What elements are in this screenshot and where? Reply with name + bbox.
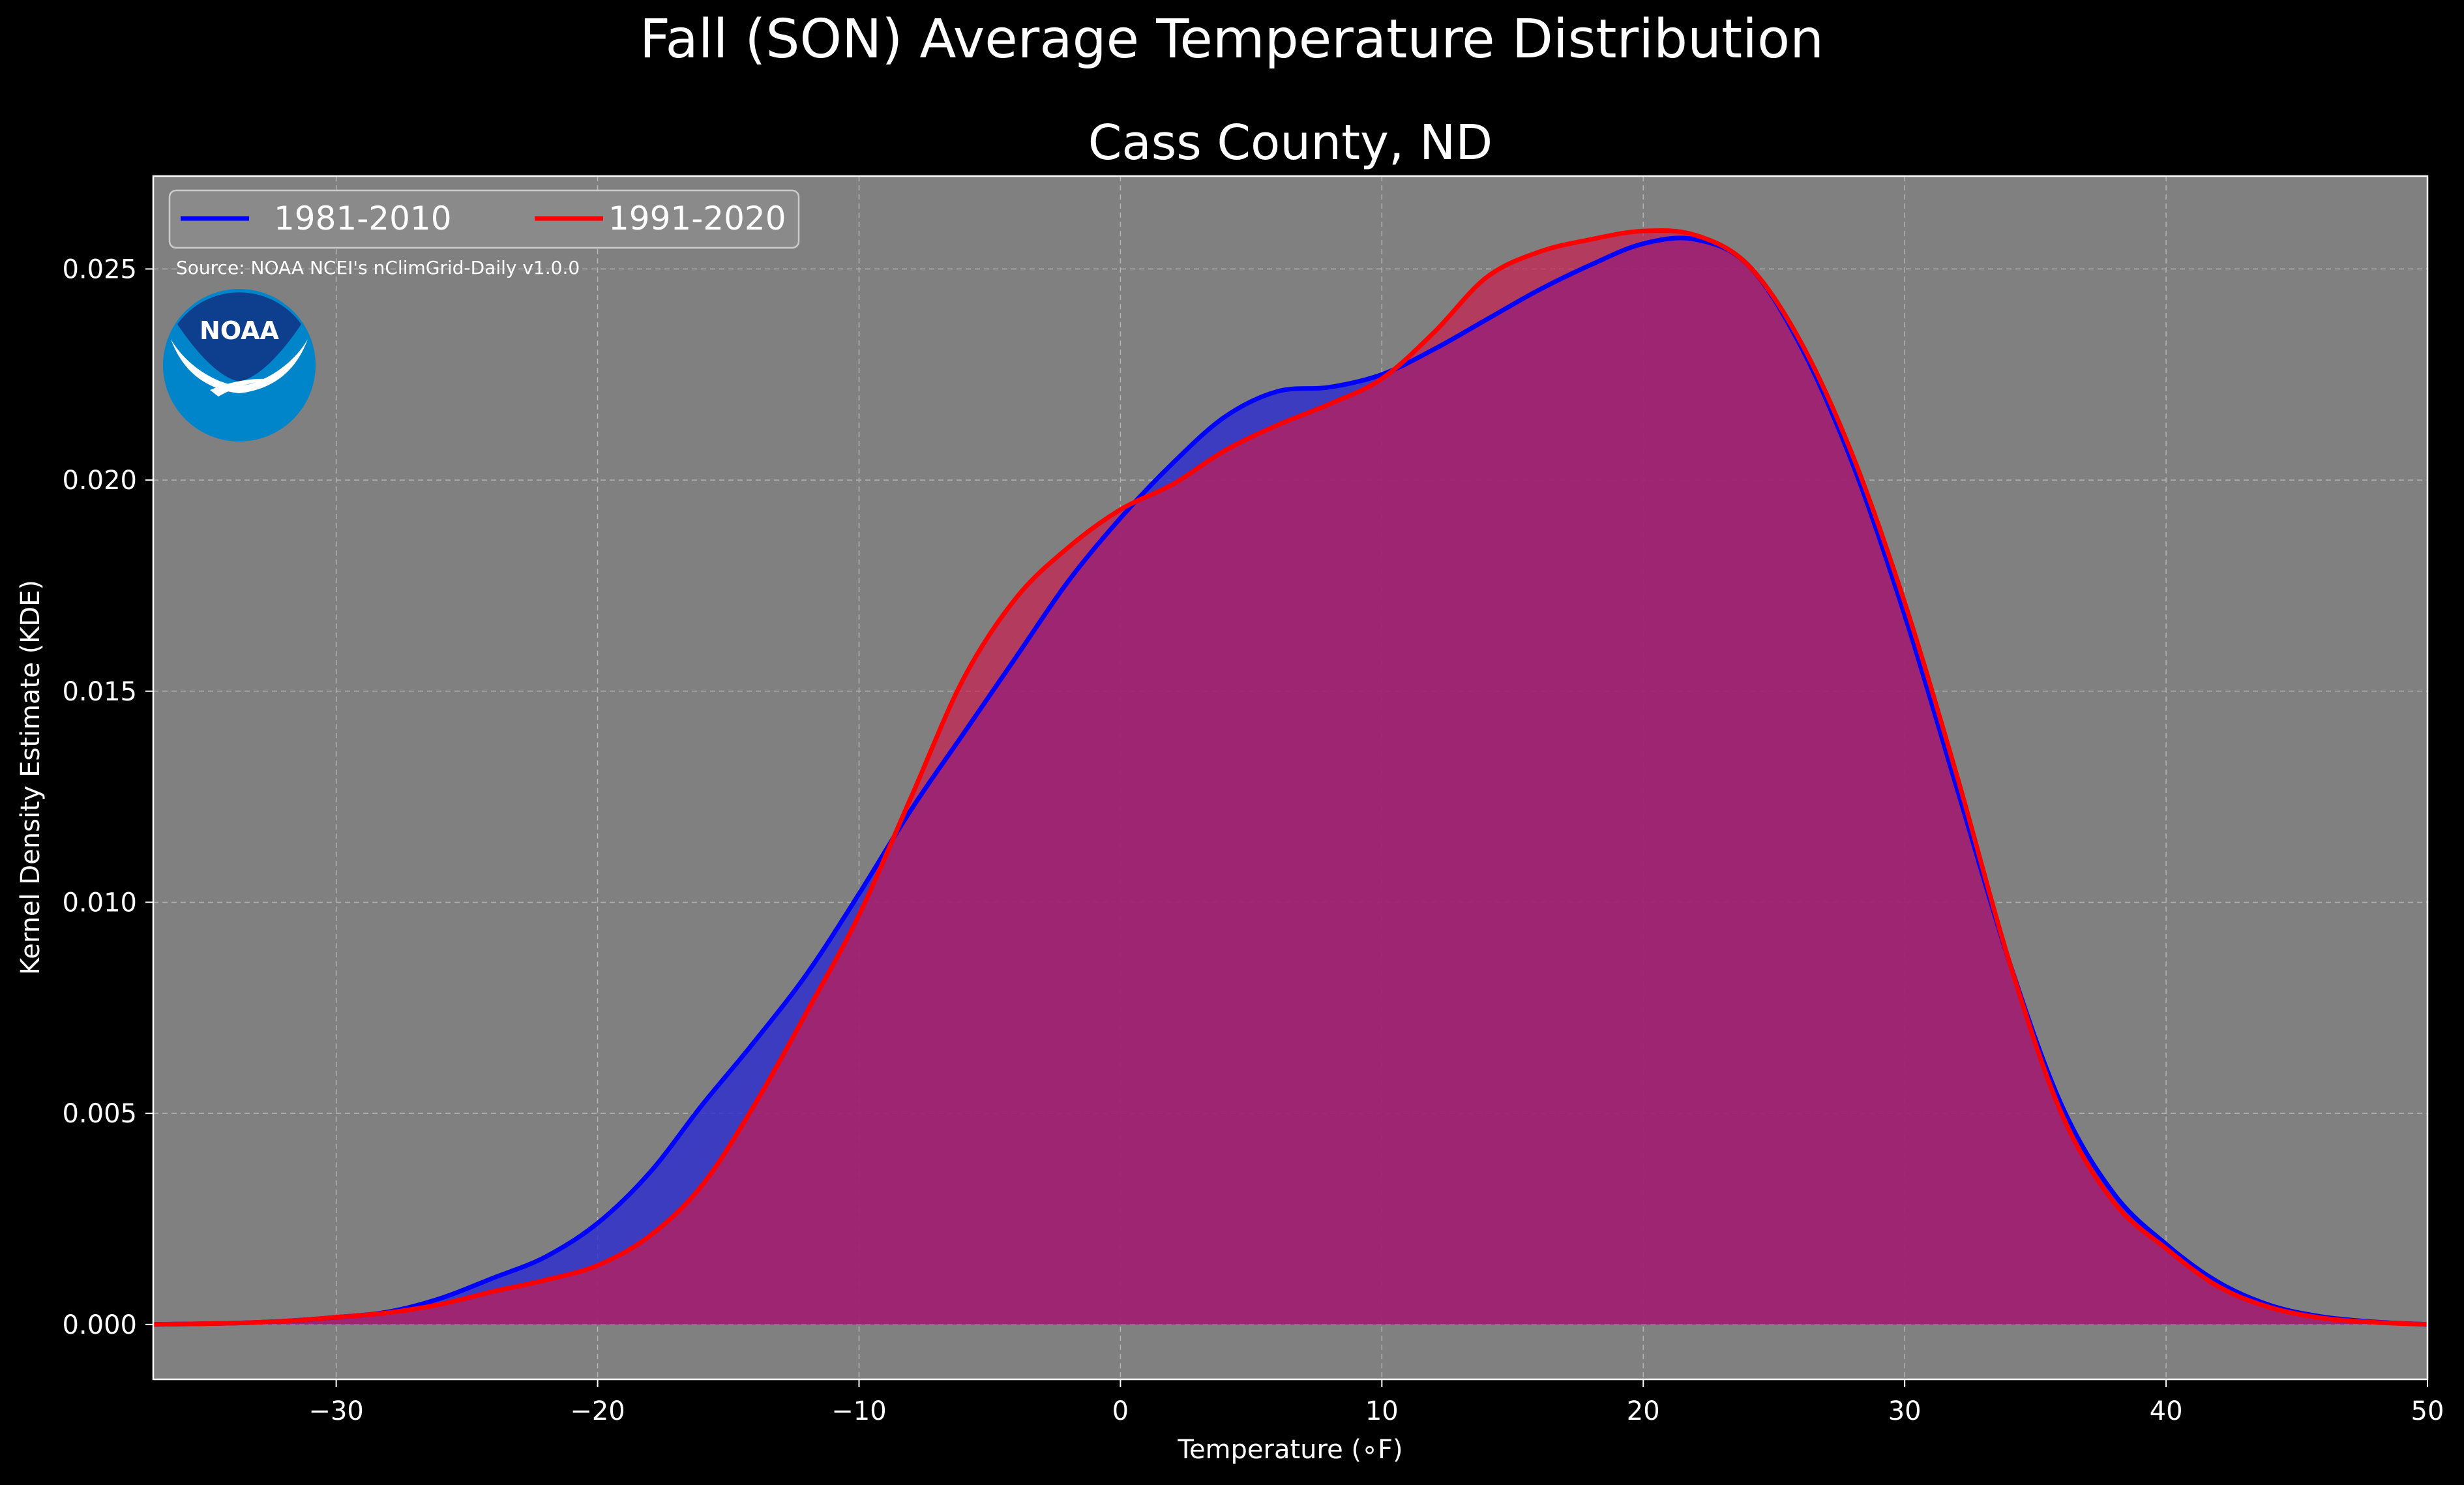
- x-tick-label: 10: [1365, 1396, 1399, 1426]
- density-fill-1991-2020: [153, 230, 2427, 1325]
- source-note: Source: NOAA NCEI's nClimGrid-Daily v1.0…: [176, 257, 580, 278]
- y-axis-ticks: 0.000 0.005 0.010 0.015 0.020 0.025: [62, 254, 153, 1340]
- x-tick-label: −30: [308, 1396, 363, 1426]
- chart-subtitle: Cass County, ND: [1088, 115, 1493, 171]
- legend: 1981-2010 1991-2020: [168, 189, 800, 249]
- y-tick-label: 0.005: [62, 1099, 137, 1129]
- y-tick-label: 0.010: [62, 888, 137, 918]
- y-axis-label: Kernel Density Estimate (KDE): [16, 580, 46, 975]
- x-tick-label: 40: [2150, 1396, 2183, 1426]
- y-tick-label: 0.000: [62, 1310, 137, 1340]
- density-fills: [153, 230, 2427, 1325]
- y-tick-label: 0.025: [62, 254, 137, 284]
- density-lines: [153, 228, 2427, 1327]
- x-axis-ticks: −30 −20 −10 0 10 20 30 40 50: [308, 1379, 2444, 1426]
- grid: [153, 176, 2427, 1379]
- noaa-logo: NOAA: [163, 289, 316, 442]
- density-line-1991-2020: [153, 228, 2427, 1327]
- x-tick-label: 50: [2411, 1396, 2444, 1426]
- y-tick-label: 0.020: [62, 466, 137, 496]
- x-tick-label: 20: [1627, 1396, 1660, 1426]
- noaa-logo-text: NOAA: [200, 316, 279, 345]
- plot-frame: [152, 175, 2429, 1381]
- y-tick-label: 0.015: [62, 677, 137, 707]
- x-tick-label: 0: [1112, 1396, 1129, 1426]
- x-axis-label: Temperature (∘F): [1177, 1435, 1403, 1465]
- x-tick-label: −20: [570, 1396, 625, 1426]
- legend-box: [168, 189, 800, 249]
- legend-label-1991-2020: 1991-2020: [608, 200, 786, 237]
- legend-label-1981-2010: 1981-2010: [274, 200, 452, 237]
- x-tick-label: 30: [1888, 1396, 1922, 1426]
- x-tick-label: −10: [831, 1396, 886, 1426]
- chart-title: Fall (SON) Average Temperature Distribut…: [640, 8, 1824, 70]
